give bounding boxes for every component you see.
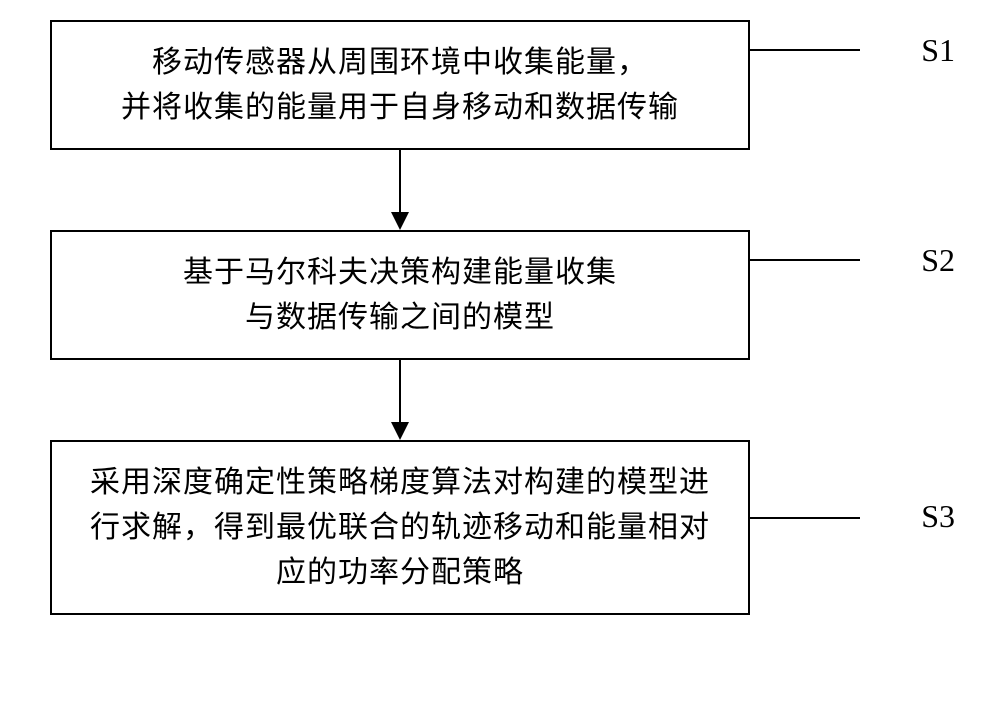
- step-s3-line2: 行求解，得到最优联合的轨迹移动和能量相对: [90, 505, 710, 550]
- step-s3-line1: 采用深度确定性策略梯度算法对构建的模型进: [90, 460, 710, 505]
- step-s3-line3: 应的功率分配策略: [276, 550, 524, 595]
- connector-s1: [750, 20, 910, 150]
- arrow-container-2: [50, 360, 750, 440]
- step-row-s1: 移动传感器从周围环境中收集能量， 并将收集的能量用于自身移动和数据传输 S1: [50, 20, 950, 150]
- step-s2-line1: 基于马尔科夫决策构建能量收集: [183, 250, 617, 295]
- step-box-s3: 采用深度确定性策略梯度算法对构建的模型进 行求解，得到最优联合的轨迹移动和能量相…: [50, 440, 750, 615]
- arrow-down-2: [380, 360, 420, 440]
- step-label-s3: S3: [921, 498, 955, 535]
- step-label-s2: S2: [921, 242, 955, 279]
- connector-s2: [750, 230, 910, 360]
- step-box-s2: 基于马尔科夫决策构建能量收集 与数据传输之间的模型: [50, 230, 750, 360]
- step-row-s3: 采用深度确定性策略梯度算法对构建的模型进 行求解，得到最优联合的轨迹移动和能量相…: [50, 440, 950, 615]
- step-box-s1: 移动传感器从周围环境中收集能量， 并将收集的能量用于自身移动和数据传输: [50, 20, 750, 150]
- arrow-container-1: [50, 150, 750, 230]
- flowchart-container: 移动传感器从周围环境中收集能量， 并将收集的能量用于自身移动和数据传输 S1 基…: [50, 20, 950, 615]
- arrow-down-1: [380, 150, 420, 230]
- connector-s3: [750, 443, 910, 613]
- step-s2-line2: 与数据传输之间的模型: [245, 295, 555, 340]
- step-label-s1: S1: [921, 32, 955, 69]
- step-s1-line1: 移动传感器从周围环境中收集能量，: [152, 40, 648, 85]
- step-s1-line2: 并将收集的能量用于自身移动和数据传输: [121, 85, 679, 130]
- step-row-s2: 基于马尔科夫决策构建能量收集 与数据传输之间的模型 S2: [50, 230, 950, 360]
